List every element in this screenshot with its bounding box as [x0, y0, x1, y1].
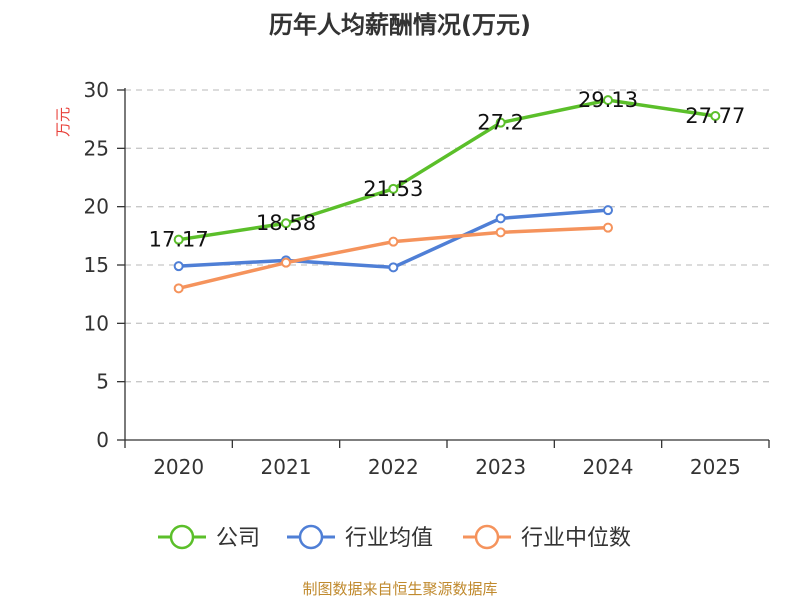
source-note: 制图数据来自恒生聚源数据库 — [302, 580, 497, 598]
data-point-2-2021[interactable] — [281, 257, 291, 268]
y-tick-label: 25 — [84, 136, 109, 160]
data-point-0-2025[interactable] — [710, 111, 721, 122]
grid-lines — [125, 89, 769, 383]
x-tick-label-2020: 2020 — [153, 455, 204, 479]
data-point-0-2020[interactable] — [173, 234, 184, 245]
chart-title: 历年人均薪酬情况(万元) — [269, 11, 531, 39]
data-labels: 17.17 18.58 21.53 27.2 29.13 27.77 — [149, 88, 746, 252]
y-tick-label: 5 — [96, 370, 109, 394]
data-point-0-2022[interactable] — [388, 183, 399, 194]
data-point-1-2022[interactable] — [388, 262, 399, 273]
data-point-0-2021[interactable] — [281, 218, 291, 229]
data-label-2022: 21.53 — [363, 177, 423, 201]
legend-label: 行业中位数 — [521, 526, 631, 551]
data-point-2-2023[interactable] — [495, 227, 506, 238]
legend-item-2[interactable]: 行业中位数 — [463, 524, 631, 551]
data-label-2021: 18.58 — [256, 211, 316, 235]
data-label-2024: 29.13 — [578, 88, 638, 112]
y-tick-label: 0 — [96, 428, 109, 452]
y-tick-label: 30 — [84, 78, 109, 102]
data-point-2-2024[interactable] — [603, 222, 613, 233]
x-tick-label-2022: 2022 — [368, 455, 419, 479]
legend-label: 公司 — [216, 526, 260, 551]
y-tick-label: 15 — [84, 253, 109, 277]
data-point-1-2020[interactable] — [173, 261, 184, 272]
x-tick-label-2021: 2021 — [261, 455, 312, 479]
y-tick-label: 20 — [84, 195, 109, 219]
legend-item-1[interactable]: 行业均值 — [287, 524, 433, 551]
x-tick-label-2025: 2025 — [690, 455, 741, 479]
data-label-2023: 27.2 — [477, 111, 524, 135]
data-label-2020: 17.17 — [149, 228, 209, 252]
legend-item-0[interactable]: 公司 — [158, 524, 260, 551]
data-point-0-2024[interactable] — [603, 95, 613, 106]
series-line-0 — [178, 98, 716, 242]
y-axis-label: 万元 — [54, 107, 72, 137]
data-point-2-2022[interactable] — [388, 236, 399, 247]
data-point-0-2023[interactable] — [495, 117, 506, 128]
legend-swatch-marker — [169, 524, 195, 550]
x-tick-label-2024: 2024 — [583, 455, 634, 479]
data-label-2025: 27.77 — [685, 104, 745, 128]
legend-swatch-marker — [298, 524, 324, 550]
data-point-2-2020[interactable] — [173, 283, 184, 294]
x-tick-label-2023: 2023 — [475, 455, 526, 479]
legend-label: 行业均值 — [345, 526, 433, 551]
y-tick-label: 10 — [84, 311, 109, 335]
legend-swatch-marker — [474, 524, 500, 550]
data-point-1-2024[interactable] — [603, 205, 613, 216]
legend[interactable]: 公司 行业均值 行业中位数 — [158, 524, 631, 551]
data-point-1-2023[interactable] — [495, 213, 506, 224]
series-lines — [173, 95, 721, 294]
